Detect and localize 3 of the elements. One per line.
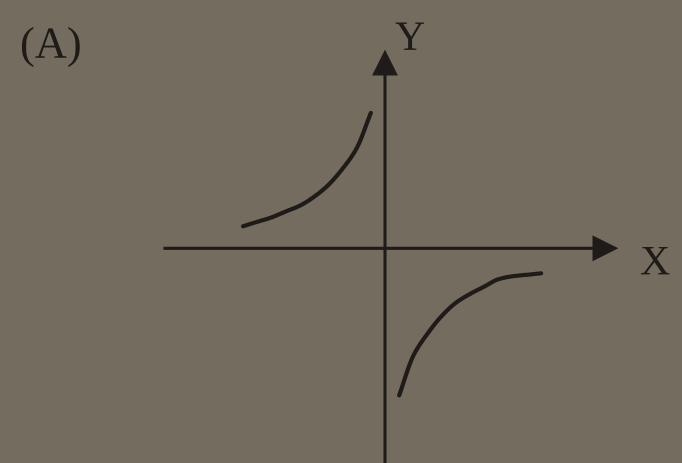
x-axis-title: X xyxy=(641,247,670,274)
y-axis-title: Y xyxy=(396,22,424,50)
chart-title: (A) xyxy=(22,26,80,68)
